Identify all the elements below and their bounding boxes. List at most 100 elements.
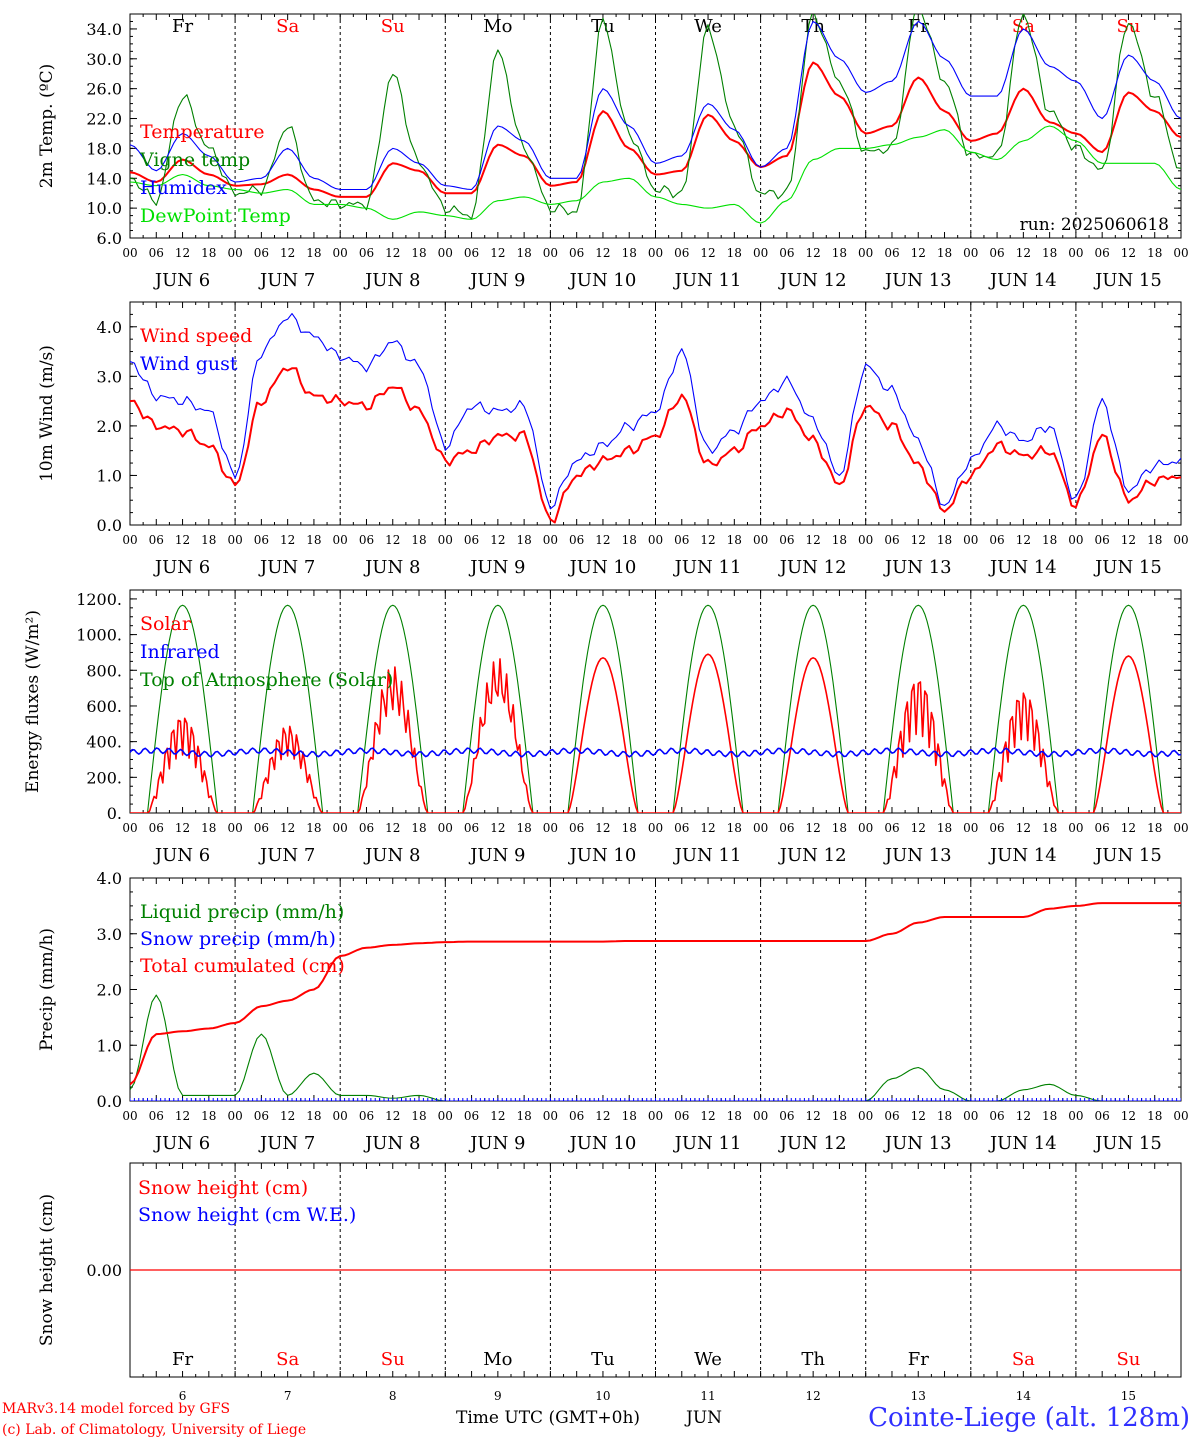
date-label: JUN 14 <box>988 270 1057 291</box>
y-tick-label: 0.0 <box>97 516 122 535</box>
date-label: JUN 12 <box>778 557 847 578</box>
hour-label: 12 <box>595 246 610 260</box>
date-label: JUN 13 <box>883 557 952 578</box>
hour-label: 06 <box>989 1109 1004 1123</box>
legend-total-cumulated-cm-: Total cumulated (cm) <box>140 955 345 977</box>
y-tick-label: 2.0 <box>97 417 122 436</box>
hour-label: 18 <box>306 1109 321 1123</box>
hour-label: 12 <box>385 1109 400 1123</box>
hour-label: 00 <box>963 821 978 835</box>
weekday-label: Tu <box>591 1349 615 1370</box>
hour-label: 00 <box>1068 246 1083 260</box>
y-tick-label: 22.0 <box>86 110 122 129</box>
date-label: JUN 7 <box>258 845 315 866</box>
hour-label: 00 <box>122 246 137 260</box>
hour-label: 06 <box>884 1109 899 1123</box>
hour-label: 18 <box>1147 533 1162 547</box>
hour-label: 18 <box>516 533 531 547</box>
hour-label: 00 <box>648 1109 663 1123</box>
model-credit: MARv3.14 model forced by GFS <box>2 1401 230 1417</box>
hour-label: 12 <box>1121 533 1136 547</box>
hour-label: 18 <box>306 821 321 835</box>
hour-label: 12 <box>1016 246 1031 260</box>
hour-label: 00 <box>438 1109 453 1123</box>
date-label: JUN 15 <box>1093 557 1162 578</box>
hour-label: 18 <box>937 246 952 260</box>
legend-snow-height-cm-: Snow height (cm) <box>138 1177 308 1199</box>
date-label: JUN 10 <box>568 270 637 291</box>
hour-label: 06 <box>359 246 374 260</box>
hour-label: 06 <box>359 533 374 547</box>
hour-label: 18 <box>1042 533 1057 547</box>
hour-label: 18 <box>937 1109 952 1123</box>
hour-label: 00 <box>333 533 348 547</box>
hour-label: 00 <box>1173 246 1188 260</box>
legend-humidex: Humidex <box>140 177 227 199</box>
date-label: JUN 9 <box>468 845 525 866</box>
y-tick-label: 26.0 <box>86 80 122 99</box>
hour-label: 18 <box>1147 821 1162 835</box>
hour-label: 12 <box>280 1109 295 1123</box>
date-label: JUN 15 <box>1093 845 1162 866</box>
hour-label: 18 <box>727 533 742 547</box>
hour-label: 06 <box>779 533 794 547</box>
panel-temperature: 6.0 10.0 14.0 18.0 22.0 26.0 30.0 34.0 2m Temp. … <box>37 13 1189 291</box>
hour-label: 00 <box>753 1109 768 1123</box>
hour-label: 06 <box>674 246 689 260</box>
date-label: JUN 13 <box>883 845 952 866</box>
weekday-label: We <box>694 1349 722 1370</box>
hour-label: 18 <box>1147 1109 1162 1123</box>
date-label: JUN 10 <box>568 1133 637 1154</box>
hour-label: 00 <box>122 1109 137 1123</box>
hour-label: 18 <box>411 1109 426 1123</box>
day-number-label: 11 <box>700 1389 715 1403</box>
hour-label: 06 <box>674 1109 689 1123</box>
hour-label: 12 <box>175 533 190 547</box>
hour-label: 12 <box>1121 1109 1136 1123</box>
hour-label: 00 <box>753 533 768 547</box>
hour-label: 12 <box>175 246 190 260</box>
hour-label: 12 <box>280 821 295 835</box>
weekday-label: Sa <box>1012 16 1035 37</box>
hour-label: 06 <box>1095 821 1110 835</box>
hour-label: 12 <box>911 1109 926 1123</box>
hour-label: 18 <box>727 246 742 260</box>
hour-label: 06 <box>884 821 899 835</box>
hour-label: 12 <box>806 821 821 835</box>
date-label: JUN 8 <box>363 557 420 578</box>
legend-snow-height-cm-w-e-: Snow height (cm W.E.) <box>138 1204 356 1226</box>
hour-label: 12 <box>806 533 821 547</box>
hour-label: 18 <box>516 821 531 835</box>
series-wind-speed <box>130 367 1181 524</box>
hour-label: 06 <box>149 1109 164 1123</box>
hour-label: 18 <box>201 821 216 835</box>
hour-label: 12 <box>595 821 610 835</box>
hour-label: 06 <box>1095 533 1110 547</box>
hour-label: 12 <box>385 533 400 547</box>
series-infrared <box>130 747 1181 758</box>
date-label: JUN 11 <box>673 1133 742 1154</box>
legend-wind-gust: Wind gust <box>140 353 238 375</box>
date-label: JUN 14 <box>988 1133 1057 1154</box>
hour-label: 18 <box>306 246 321 260</box>
hour-label: 06 <box>569 533 584 547</box>
hour-label: 06 <box>254 821 269 835</box>
weekday-label: Th <box>801 1349 825 1370</box>
hour-label: 00 <box>963 533 978 547</box>
hour-label: 00 <box>858 1109 873 1123</box>
weekday-label: Mo <box>483 16 512 37</box>
weekday-label: Fr <box>172 1349 193 1370</box>
hour-label: 18 <box>622 533 637 547</box>
y-tick-label: 34.0 <box>86 20 122 39</box>
weekday-label: Sa <box>1012 1349 1035 1370</box>
hour-label: 06 <box>779 821 794 835</box>
hour-label: 12 <box>1016 533 1031 547</box>
y-tick-label: 600. <box>86 697 122 716</box>
hour-label: 18 <box>411 246 426 260</box>
date-label: JUN 14 <box>988 845 1057 866</box>
legend-infrared: Infrared <box>140 641 220 663</box>
y-tick-label: 0.00 <box>86 1261 122 1280</box>
hour-label: 00 <box>543 1109 558 1123</box>
hour-label: 12 <box>700 246 715 260</box>
series-solar <box>130 653 1181 813</box>
